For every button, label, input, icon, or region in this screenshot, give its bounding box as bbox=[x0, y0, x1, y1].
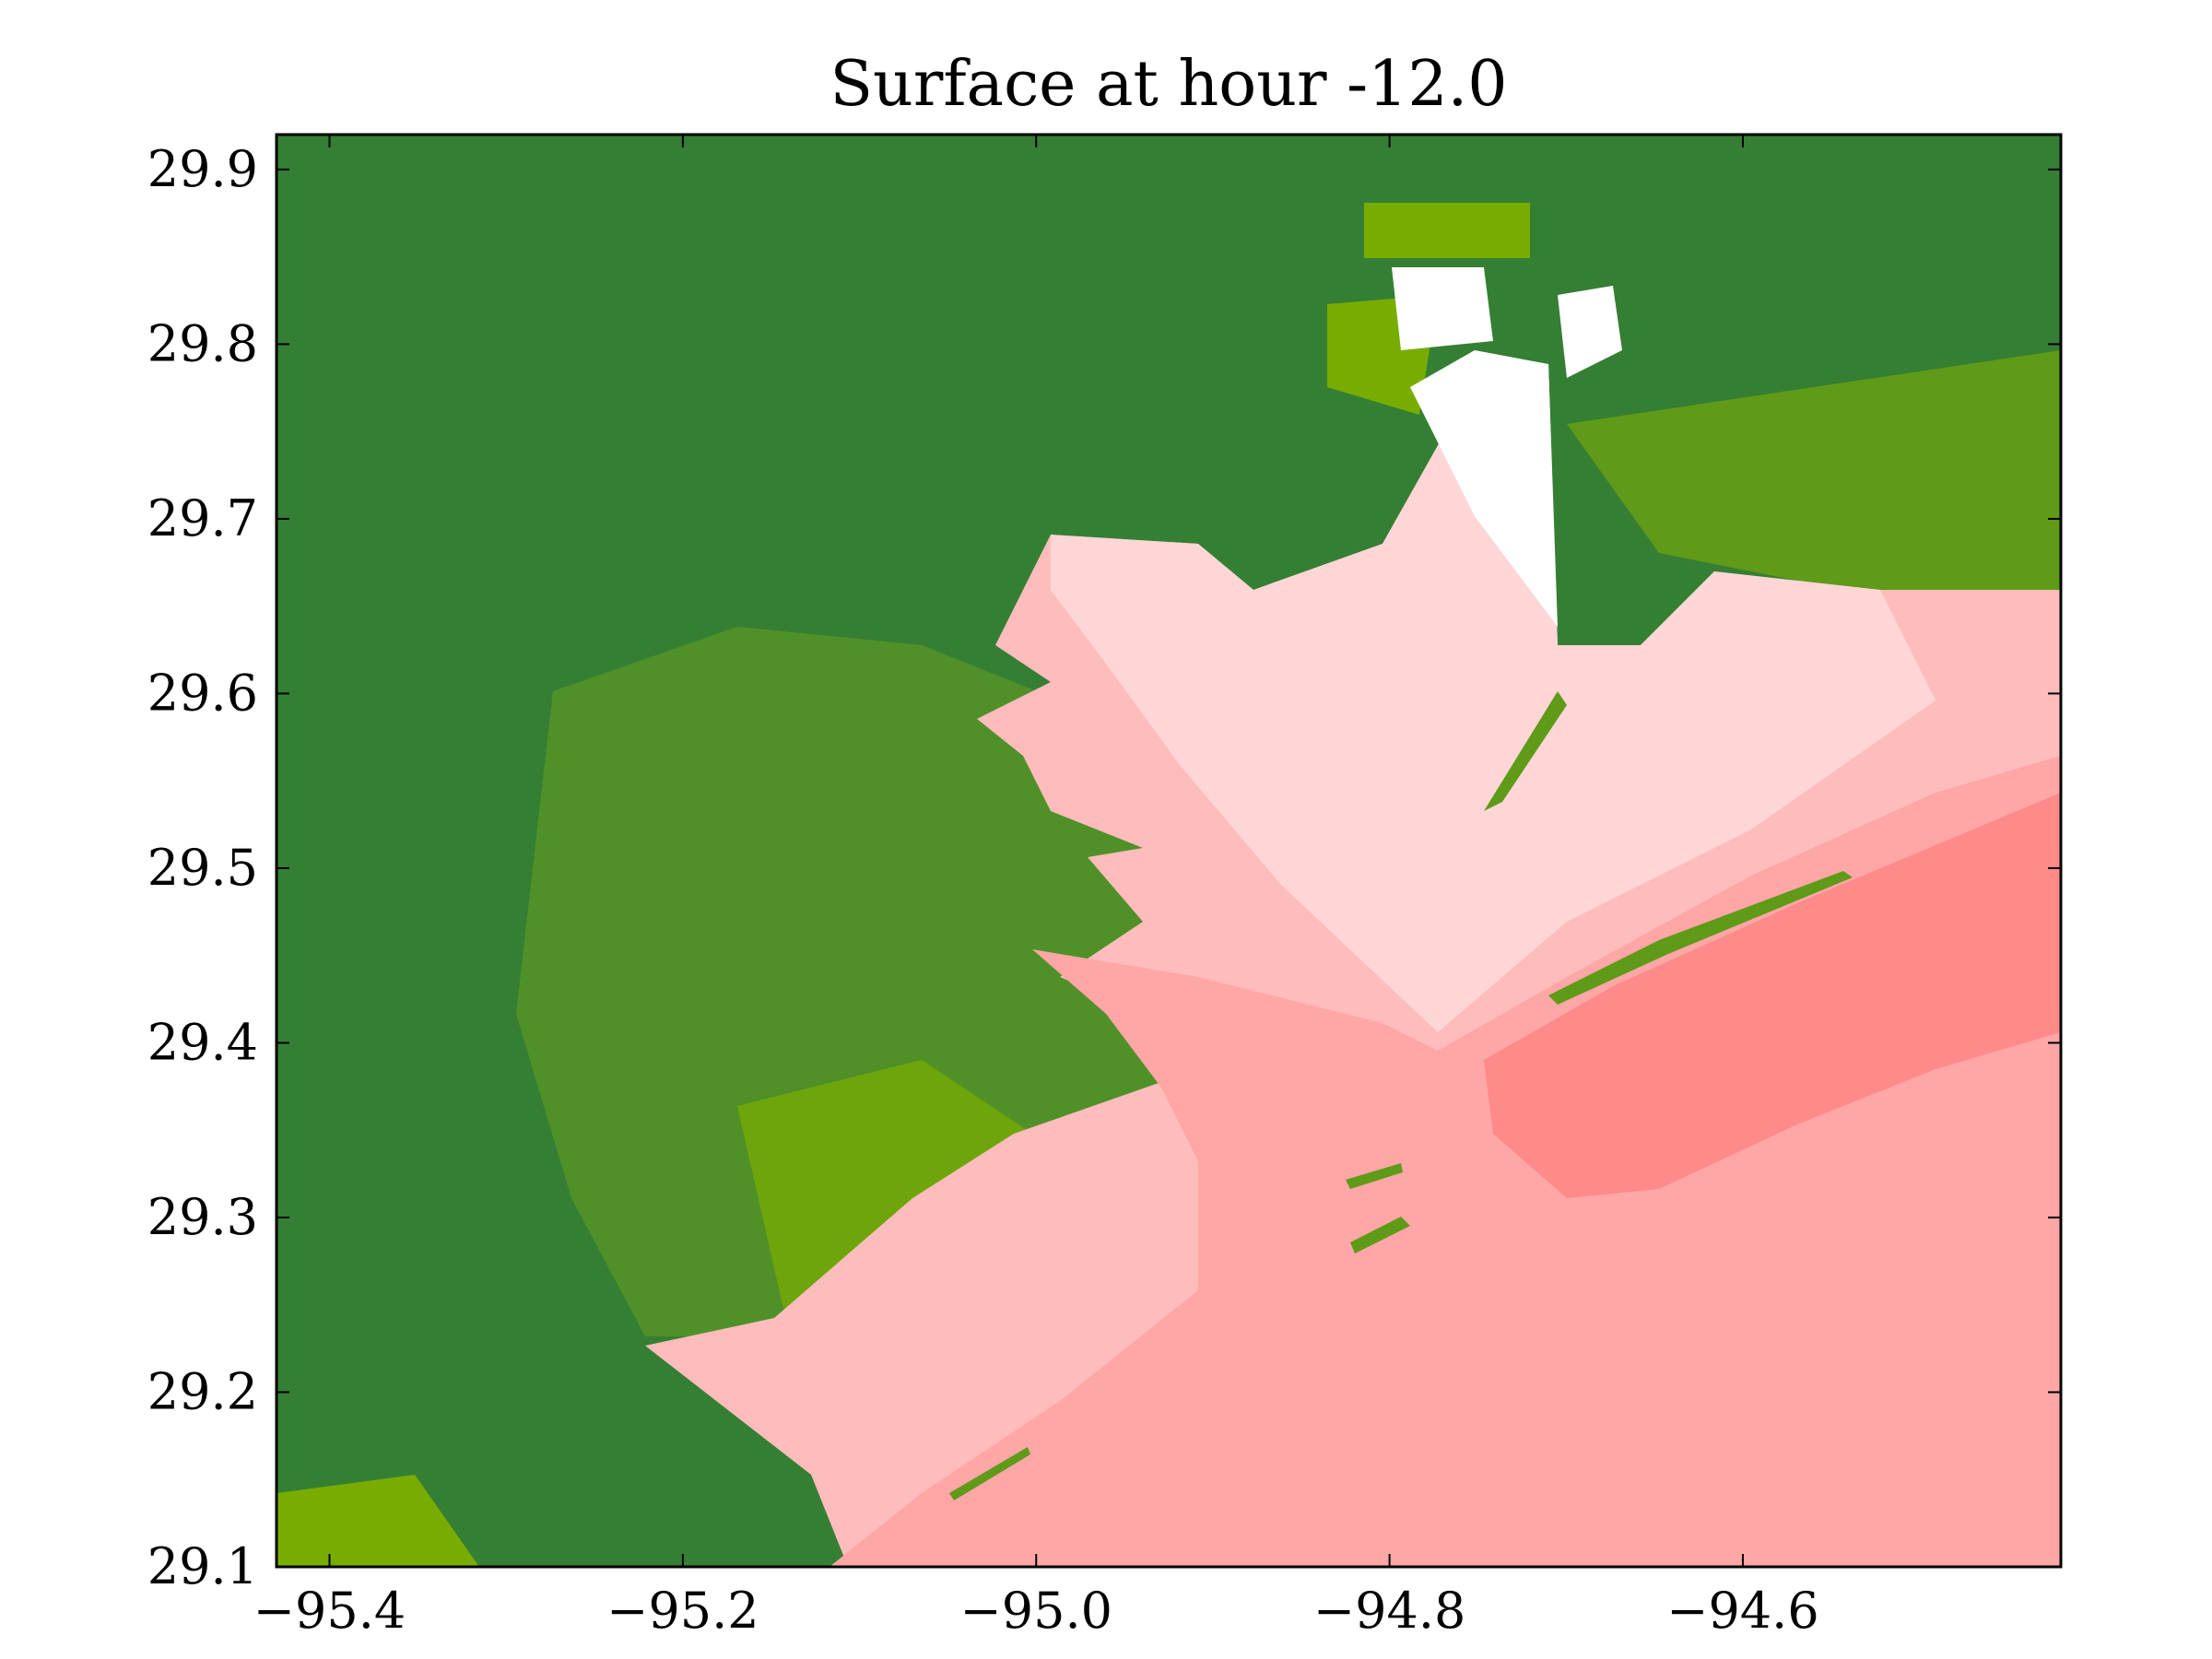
chart-title: Surface at hour -12.0 bbox=[830, 48, 1508, 121]
y-tick-label: 29.2 bbox=[147, 1362, 258, 1420]
x-tick-label: −95.2 bbox=[606, 1582, 759, 1640]
x-tick-label: −95.0 bbox=[959, 1582, 1112, 1640]
y-tick-label: 29.3 bbox=[147, 1188, 258, 1246]
dry-area-patch bbox=[1392, 267, 1493, 350]
x-tick-label: −95.4 bbox=[253, 1582, 406, 1640]
x-tick-label: −94.8 bbox=[1313, 1582, 1465, 1640]
island-sliver bbox=[949, 1447, 1030, 1500]
island-small-1 bbox=[1350, 1217, 1410, 1253]
axes-frame bbox=[275, 133, 2063, 1569]
dry-area-patch-2 bbox=[1558, 286, 1622, 378]
water-palest-bay bbox=[1051, 364, 1936, 1032]
y-tick-label: 29.6 bbox=[147, 664, 258, 722]
land-light-region bbox=[276, 1475, 479, 1567]
y-tick-label: 29.7 bbox=[147, 489, 258, 547]
y-tick-label: 29.4 bbox=[147, 1013, 258, 1071]
y-tick-label: 29.8 bbox=[147, 314, 258, 372]
y-axis: 29.1 29.2 29.3 29.4 29.5 29.6 29.7 29.8 29.9 bbox=[147, 140, 2061, 1595]
x-axis: −95.4 −95.2 −95.0 −94.8 −94.6 bbox=[253, 135, 1819, 1640]
island-small-2 bbox=[1346, 1163, 1403, 1189]
dry-area-north bbox=[1410, 350, 1558, 627]
land-light-east bbox=[1567, 350, 2061, 590]
x-tick-label: −94.6 bbox=[1666, 1582, 1818, 1640]
y-tick-label: 29.5 bbox=[147, 839, 258, 897]
y-tick-label: 29.9 bbox=[147, 140, 258, 198]
water-deep-gulf bbox=[1484, 793, 2061, 1198]
y-tick-label: 29.1 bbox=[147, 1537, 258, 1595]
land-light-north bbox=[1364, 203, 1530, 258]
island-barrier bbox=[1548, 871, 1853, 1005]
plot-area bbox=[276, 135, 2061, 1567]
land-light-south bbox=[737, 1060, 1060, 1309]
island-north bbox=[1484, 691, 1567, 811]
